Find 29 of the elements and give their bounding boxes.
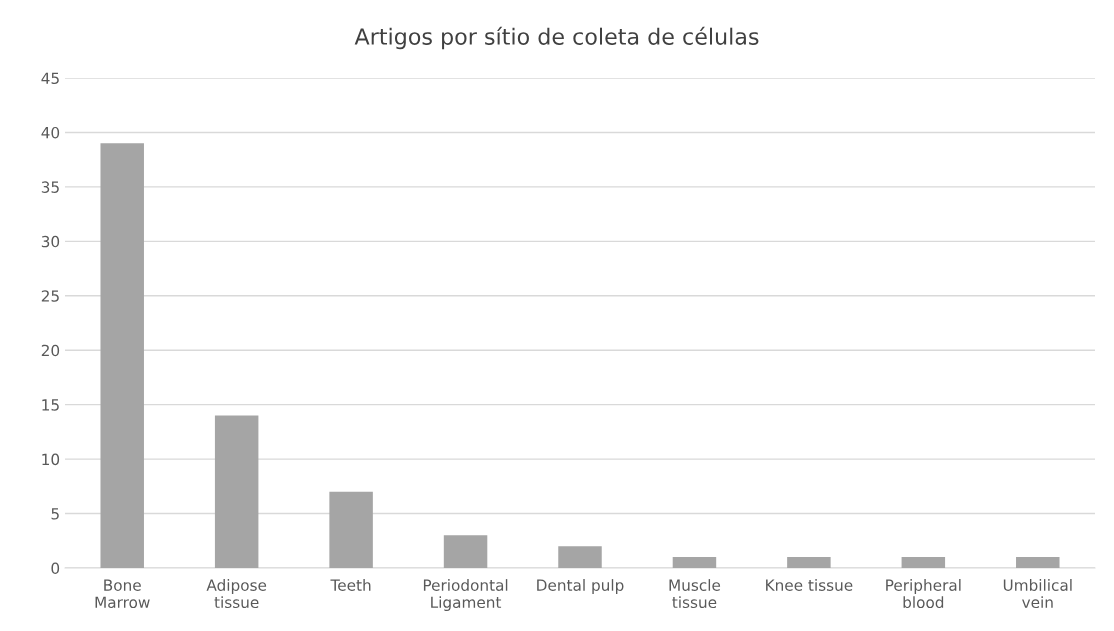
y-tick-label: 10 <box>42 453 60 466</box>
x-tick-label: Bone Marrow <box>95 579 150 609</box>
bar <box>901 557 946 568</box>
y-tick-label: 35 <box>41 181 59 193</box>
x-tick-label: Knee tissue <box>766 579 853 591</box>
x-tick-label: Umbilical vein <box>1003 579 1072 609</box>
y-tick-label: 30 <box>41 235 60 248</box>
bar <box>672 557 717 568</box>
y-tick-label: 25 <box>41 290 59 302</box>
y-tick-label: 15 <box>42 399 59 411</box>
x-tick-label: Dental pulp <box>537 579 624 594</box>
bar <box>329 491 373 568</box>
y-tick-label: 45 <box>41 72 59 85</box>
bar <box>214 415 259 568</box>
chart-title: Artigos por sítio de coleta de células <box>354 26 759 50</box>
x-tick-label: Teeth <box>330 579 371 591</box>
x-tick-label: Adipose tissue <box>206 579 267 609</box>
x-tick-label: Peripheral blood <box>886 579 961 609</box>
bar <box>100 143 144 568</box>
bar <box>1016 557 1060 568</box>
y-tick-label: 40 <box>41 126 60 139</box>
y-tick-label: 5 <box>51 508 59 520</box>
bar <box>787 557 831 568</box>
y-tick-label: 20 <box>41 344 60 357</box>
bar <box>558 546 602 568</box>
bar <box>443 535 488 568</box>
x-tick-label: Periodontal Ligament <box>423 579 508 611</box>
y-tick-label: 0 <box>51 562 60 575</box>
x-tick-label: Muscle tissue <box>669 579 721 609</box>
